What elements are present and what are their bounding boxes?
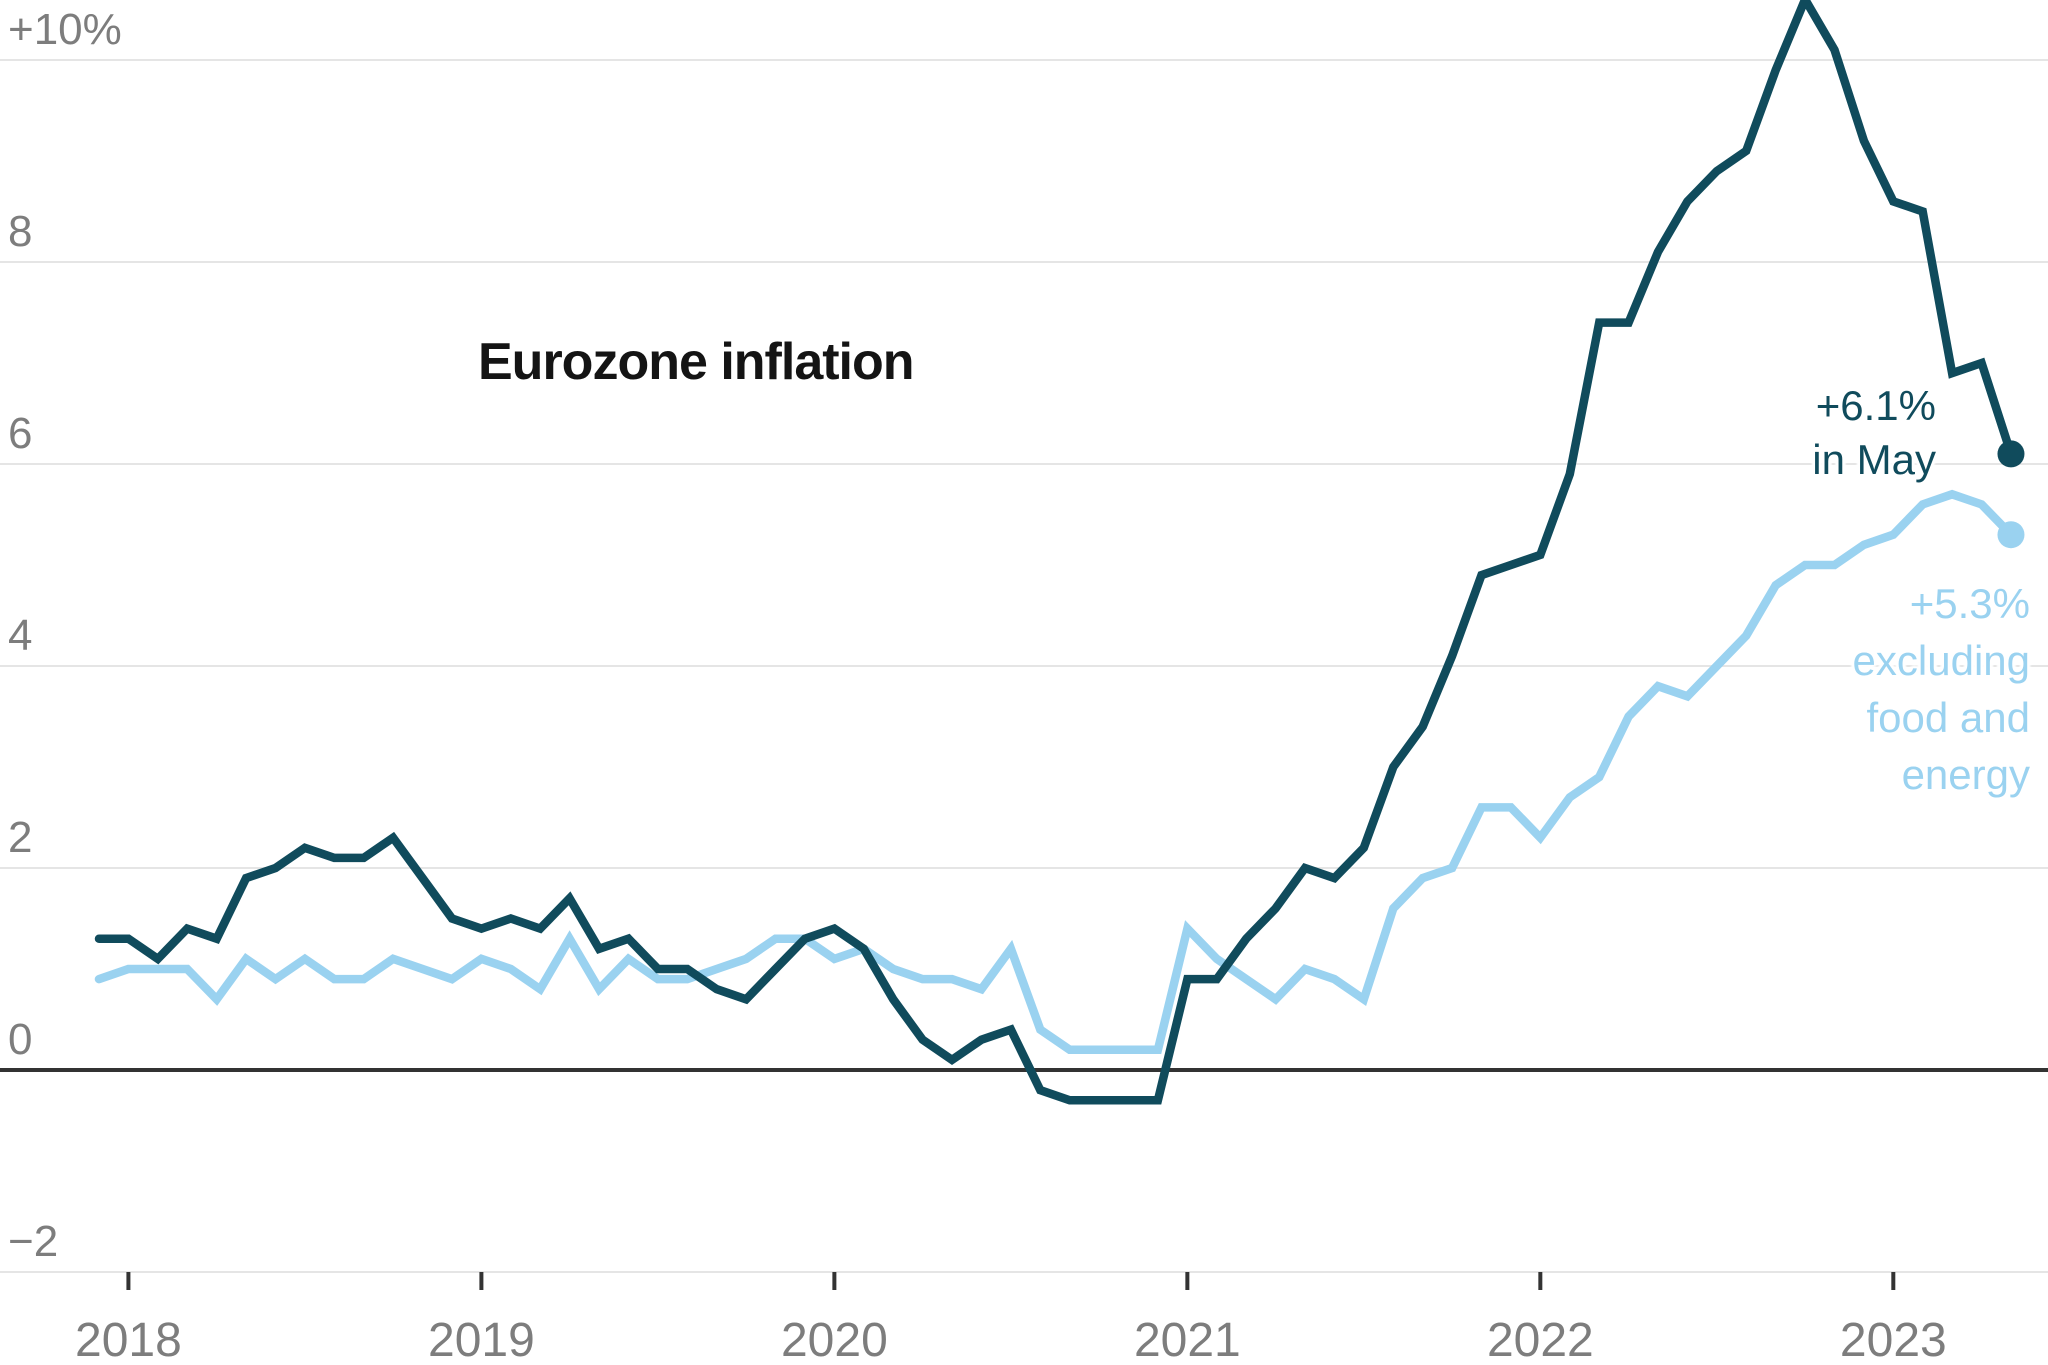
- end-dot-headline: [1997, 440, 2025, 468]
- y-tick-label-10: +10%: [8, 5, 122, 54]
- y-tick-label--2: −2: [8, 1217, 58, 1266]
- x-tick-label-2022: 2022: [1487, 1314, 1594, 1365]
- annotation-core-value: +5.3%: [1909, 580, 2030, 627]
- series-line-headline: [94, 0, 2016, 1105]
- annotation-core-label-2: food and: [1866, 694, 2031, 741]
- x-tick-label-2023: 2023: [1840, 1314, 1947, 1365]
- x-tick-label-2018: 2018: [75, 1314, 182, 1365]
- y-tick-label-6: 6: [8, 409, 32, 458]
- annotation-core-label-3: energy: [1901, 751, 2030, 798]
- y-tick-label-2: 2: [8, 813, 32, 862]
- chart-title: Eurozone inflation: [478, 333, 915, 391]
- annotation-headline: +6.1% in May: [1812, 379, 1936, 487]
- x-tick-label-2019: 2019: [428, 1314, 535, 1365]
- annotation-core: +5.3% excluding food and energy: [1853, 575, 2030, 803]
- annotation-core-label-1: excluding: [1852, 637, 2030, 684]
- y-tick-label-4: 4: [8, 611, 32, 660]
- end-dot-core: [1997, 521, 2025, 549]
- annotation-headline-value: +6.1%: [1815, 382, 1936, 429]
- y-tick-label-0: 0: [8, 1015, 32, 1064]
- x-tick-label-2021: 2021: [1134, 1314, 1241, 1365]
- annotation-headline-month: in May: [1812, 436, 1936, 483]
- series-line-core: [94, 489, 2016, 1055]
- y-tick-label-8: 8: [8, 207, 32, 256]
- x-tick-label-2020: 2020: [781, 1314, 888, 1365]
